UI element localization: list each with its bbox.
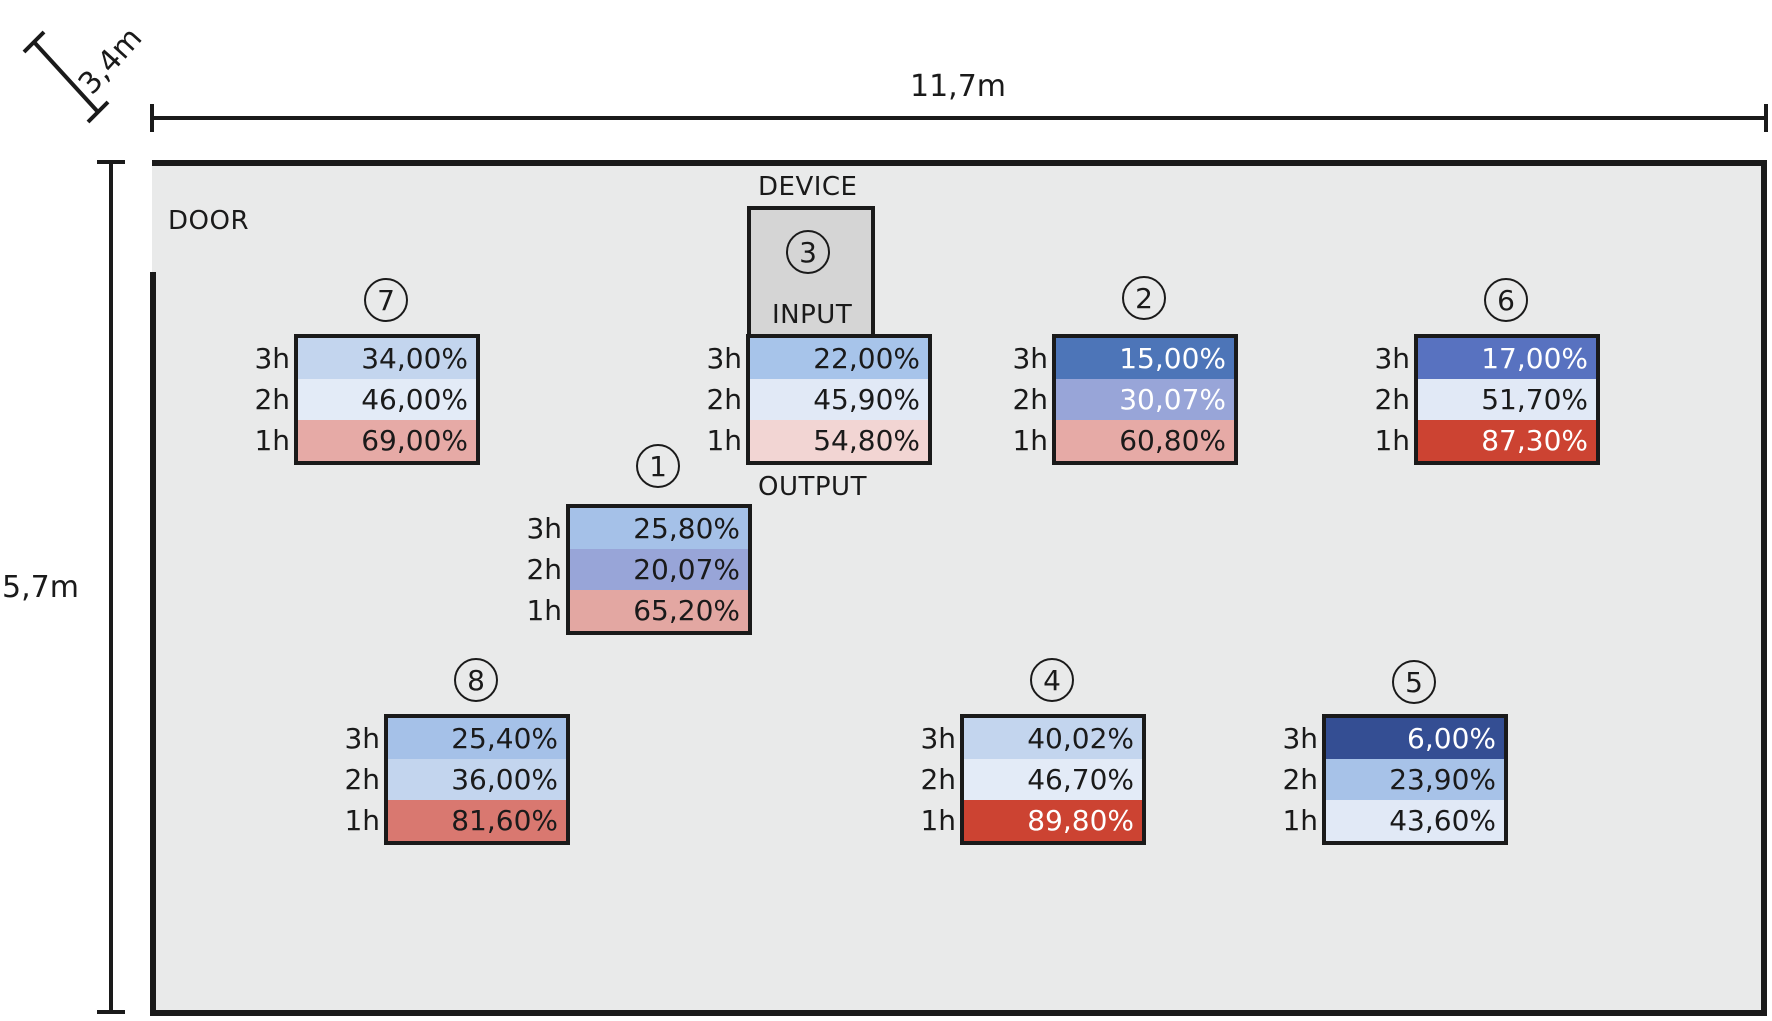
sensor-5-row-label: 1h (1282, 804, 1318, 837)
width-dimension-label: 11,7m (910, 69, 1007, 104)
height-dimension-label: 5,7m (2, 570, 79, 605)
sensor-box-7: 34,00% 46,00% 69,00% (294, 334, 480, 465)
room-wall-right (1761, 160, 1767, 1016)
sensor-4-cell-3h: 40,02% (964, 718, 1142, 759)
sensor-2-row-label: 3h (1012, 342, 1048, 375)
sensor-6-row-label: 2h (1374, 383, 1410, 416)
sensor-7-cell-2h: 46,00% (298, 379, 476, 420)
sensor-3-cell-3h: 22,00% (750, 338, 928, 379)
sensor-8-row-label: 2h (344, 763, 380, 796)
sensor-number-4: 4 (1030, 658, 1074, 702)
sensor-4-cell-2h: 46,70% (964, 759, 1142, 800)
sensor-6-row-label: 1h (1374, 424, 1410, 457)
sensor-1-cell-3h: 25,80% (570, 508, 748, 549)
output-label: OUTPUT (758, 472, 867, 502)
sensor-2-row-label: 2h (1012, 383, 1048, 416)
sensor-8-cell-2h: 36,00% (388, 759, 566, 800)
sensor-7-cell-3h: 34,00% (298, 338, 476, 379)
sensor-4-row-label: 2h (920, 763, 956, 796)
device-box (747, 206, 875, 336)
room-wall-bottom (152, 1010, 1767, 1016)
sensor-box-1: 25,80% 20,07% 65,20% (566, 504, 752, 635)
sensor-3-cell-2h: 45,90% (750, 379, 928, 420)
sensor-6-cell-3h: 17,00% (1418, 338, 1596, 379)
sensor-1-row-label: 2h (526, 553, 562, 586)
sensor-2-cell-3h: 15,00% (1056, 338, 1234, 379)
sensor-4-cell-1h: 89,80% (964, 800, 1142, 841)
sensor-5-cell-3h: 6,00% (1326, 718, 1504, 759)
sensor-number-2: 2 (1122, 276, 1166, 320)
sensor-5-cell-2h: 23,90% (1326, 759, 1504, 800)
door-label: DOOR (168, 206, 250, 236)
width-dimension-tick-right (1764, 104, 1768, 132)
depth-dimension-marker (22, 30, 110, 124)
input-label: INPUT (772, 300, 853, 330)
sensor-8-cell-1h: 81,60% (388, 800, 566, 841)
sensor-number-6: 6 (1484, 278, 1528, 322)
sensor-2-row-label: 1h (1012, 424, 1048, 457)
sensor-box-8: 25,40% 36,00% 81,60% (384, 714, 570, 845)
sensor-5-row-label: 3h (1282, 722, 1318, 755)
sensor-8-cell-3h: 25,40% (388, 718, 566, 759)
sensor-7-row-label: 2h (254, 383, 290, 416)
sensor-number-3: 3 (786, 230, 830, 274)
sensor-5-row-label: 2h (1282, 763, 1318, 796)
sensor-box-5: 6,00% 23,90% 43,60% (1322, 714, 1508, 845)
sensor-4-row-label: 3h (920, 722, 956, 755)
room-wall-left (150, 272, 156, 1016)
sensor-number-8: 8 (454, 658, 498, 702)
sensor-7-row-label: 1h (254, 424, 290, 457)
sensor-2-cell-1h: 60,80% (1056, 420, 1234, 461)
sensor-box-3: 22,00% 45,90% 54,80% (746, 334, 932, 465)
sensor-number-5: 5 (1392, 660, 1436, 704)
sensor-3-cell-1h: 54,80% (750, 420, 928, 461)
sensor-3-row-label: 1h (706, 424, 742, 457)
height-dimension-line (109, 162, 113, 1012)
sensor-1-cell-1h: 65,20% (570, 590, 748, 631)
sensor-6-cell-2h: 51,70% (1418, 379, 1596, 420)
sensor-3-row-label: 3h (706, 342, 742, 375)
sensor-8-row-label: 1h (344, 804, 380, 837)
sensor-1-row-label: 1h (526, 594, 562, 627)
sensor-3-row-label: 2h (706, 383, 742, 416)
width-dimension-tick-left (150, 104, 154, 132)
sensor-5-cell-1h: 43,60% (1326, 800, 1504, 841)
sensor-2-cell-2h: 30,07% (1056, 379, 1234, 420)
sensor-box-2: 15,00% 30,07% 60,80% (1052, 334, 1238, 465)
height-dimension-tick-bottom (97, 1010, 125, 1014)
sensor-6-cell-1h: 87,30% (1418, 420, 1596, 461)
sensor-number-1: 1 (636, 444, 680, 488)
sensor-box-4: 40,02% 46,70% 89,80% (960, 714, 1146, 845)
sensor-4-row-label: 1h (920, 804, 956, 837)
width-dimension-line (150, 116, 1768, 120)
sensor-box-6: 17,00% 51,70% 87,30% (1414, 334, 1600, 465)
room-wall-top (152, 160, 1767, 166)
sensor-7-row-label: 3h (254, 342, 290, 375)
sensor-6-row-label: 3h (1374, 342, 1410, 375)
sensor-1-row-label: 3h (526, 512, 562, 545)
sensor-8-row-label: 3h (344, 722, 380, 755)
height-dimension-tick-top (97, 160, 125, 164)
sensor-7-cell-1h: 69,00% (298, 420, 476, 461)
device-label: DEVICE (758, 172, 858, 202)
sensor-number-7: 7 (364, 278, 408, 322)
sensor-1-cell-2h: 20,07% (570, 549, 748, 590)
